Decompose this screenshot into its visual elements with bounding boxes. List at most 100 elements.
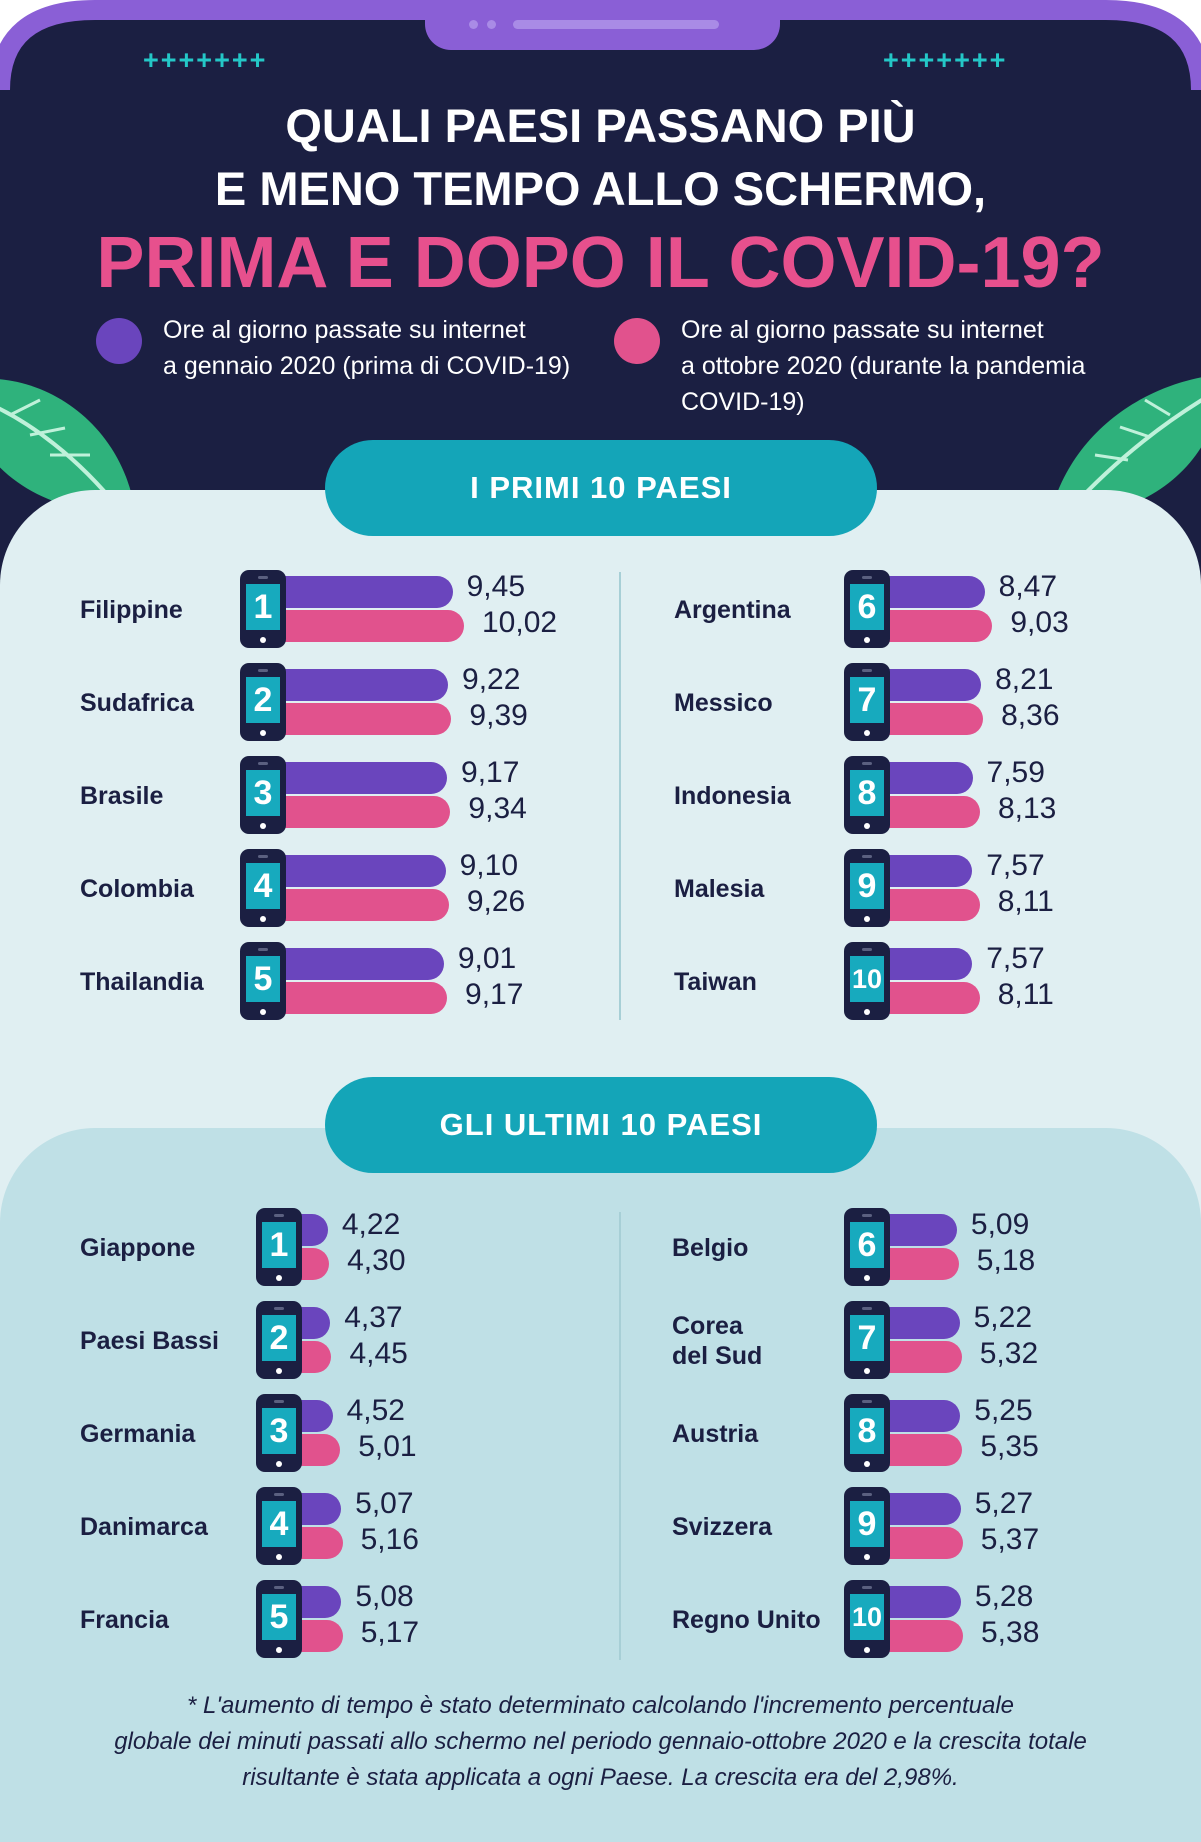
bar-january-2020 [300,1214,328,1246]
value-january-2020: 9,17 [461,756,520,789]
bar-january-2020 [888,1493,961,1525]
value-october-2020: 5,17 [360,1616,420,1649]
value-january-2020: 9,01 [457,942,517,975]
phone-rank-icon: 10 [844,942,890,1020]
country-label: Danimarca [80,1513,208,1541]
title-line-2: E MENO TEMPO ALLO SCHERMO, [214,162,987,215]
bar-october-2020 [888,1434,963,1466]
value-january-2020: 5,27 [974,1487,1034,1520]
value-january-2020: 5,09 [970,1208,1030,1241]
column-divider-bottom [619,1212,621,1660]
bar-january-2020 [284,948,444,980]
rank-number: 3 [246,770,280,816]
bar-october-2020 [300,1434,341,1466]
bar-october-2020 [284,889,449,921]
value-january-2020: 5,08 [355,1580,414,1613]
value-october-2020: 5,37 [980,1523,1040,1556]
country-label: Svizzera [672,1513,773,1541]
value-january-2020: 5,22 [973,1301,1033,1334]
value-october-2020: 5,18 [976,1244,1036,1277]
phone-rank-icon: 1 [240,570,286,648]
phone-rank-icon: 5 [240,942,286,1020]
rank-number: 5 [246,956,280,1002]
value-october-2020: 9,34 [468,792,527,825]
value-october-2020: 4,30 [347,1244,406,1277]
value-october-2020: 5,16 [360,1523,419,1556]
phone-rank-icon: 8 [844,1394,890,1472]
rank-number: 5 [262,1594,296,1640]
value-october-2020: 5,32 [979,1337,1039,1370]
bar-january-2020 [888,1214,957,1246]
value-january-2020: 5,07 [355,1487,414,1520]
rank-number: 10 [850,956,884,1002]
value-october-2020: 9,17 [465,978,524,1011]
bar-october-2020 [888,610,993,642]
phone-rank-icon: 7 [844,663,890,741]
phone-rank-icon: 6 [844,1208,890,1286]
bar-january-2020 [284,762,448,794]
rank-number: 7 [850,1315,884,1361]
legend-before-text: Ore al giorno passate su internet a genn… [163,316,571,380]
phone-rank-icon: 2 [256,1301,302,1379]
rank-number: 8 [850,770,884,816]
bar-october-2020 [888,982,980,1014]
value-october-2020: 9,39 [469,699,528,732]
bar-october-2020 [888,703,984,735]
bar-january-2020 [888,1307,960,1339]
value-january-2020: 9,45 [466,570,525,603]
country-label: Regno Unito [672,1606,821,1634]
title-line-1: QUALI PAESI PASSANO PIÙ [285,99,916,152]
phone-rank-icon: 3 [240,756,286,834]
bar-october-2020 [888,1527,963,1559]
rank-number: 6 [850,584,884,630]
phone-rank-icon: 6 [844,570,890,648]
value-october-2020: 5,01 [358,1430,417,1463]
rank-number: 4 [246,863,280,909]
bar-january-2020 [888,855,973,887]
value-january-2020: 4,52 [346,1394,405,1427]
bar-october-2020 [284,610,464,642]
value-october-2020: 8,11 [997,885,1054,918]
value-january-2020: 4,37 [344,1301,403,1334]
country-label: Austria [672,1420,759,1448]
value-january-2020: 8,47 [998,570,1058,603]
country-label: Malesia [674,875,765,903]
country-label: Thailandia [80,968,204,996]
phone-rank-icon: 9 [844,849,890,927]
country-label: Paesi Bassi [80,1327,219,1355]
title-line-3: PRIMA E DOPO IL COVID-19? [96,223,1105,303]
rank-number: 1 [262,1222,296,1268]
value-january-2020: 9,22 [462,663,521,696]
bar-october-2020 [888,1341,962,1373]
value-october-2020: 4,45 [349,1337,408,1370]
country-label: Indonesia [674,782,791,810]
rank-number: 10 [850,1594,884,1640]
rank-number: 1 [246,584,280,630]
rank-number: 4 [262,1501,296,1547]
phone-rank-icon: 2 [240,663,286,741]
rank-number: 7 [850,677,884,723]
bar-october-2020 [888,796,980,828]
value-october-2020: 8,13 [997,792,1057,825]
country-label: Corea del Sud [672,1312,763,1370]
phone-rank-icon: 10 [844,1580,890,1658]
rank-number: 3 [262,1408,296,1454]
bar-january-2020 [284,669,449,701]
bar-january-2020 [284,576,453,608]
value-january-2020: 7,59 [986,756,1045,789]
legend-pink-dot [614,318,660,364]
country-label: Giappone [80,1234,196,1262]
value-october-2020: 5,38 [981,1616,1040,1649]
section-header-bottom: GLI ULTIMI 10 PAESI [325,1077,877,1173]
phone-rank-icon: 1 [256,1208,302,1286]
phone-rank-icon: 3 [256,1394,302,1472]
bar-january-2020 [300,1493,342,1525]
value-october-2020: 5,35 [980,1430,1039,1463]
phone-rank-icon: 9 [844,1487,890,1565]
phone-rank-icon: 5 [256,1580,302,1658]
country-label: Brasile [80,782,164,810]
rank-number: 2 [262,1315,296,1361]
value-january-2020: 5,28 [974,1580,1034,1613]
bar-october-2020 [300,1527,343,1559]
